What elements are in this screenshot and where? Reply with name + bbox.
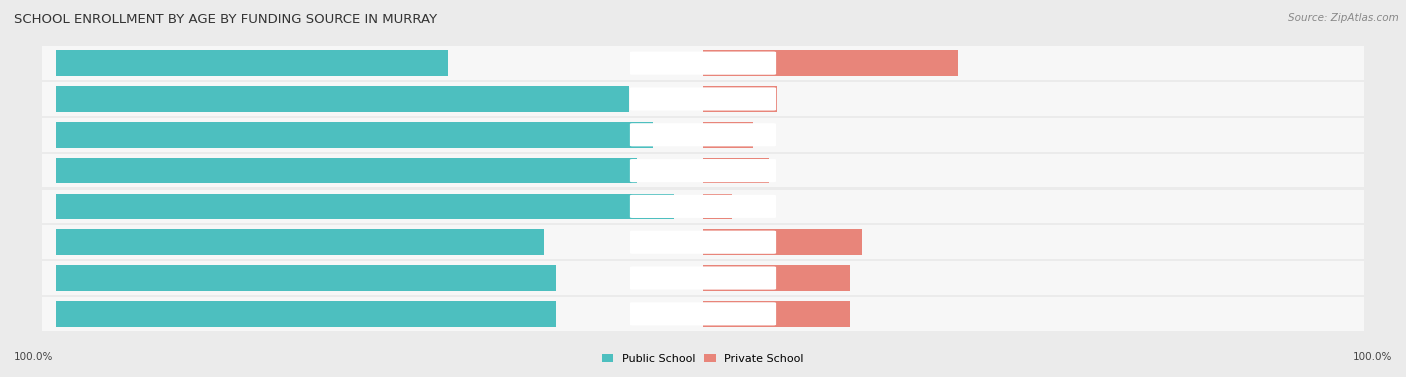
Text: 95.5%: 95.5% <box>254 201 291 211</box>
Text: 7.7%: 7.7% <box>763 130 793 140</box>
Text: SCHOOL ENROLLMENT BY AGE BY FUNDING SOURCE IN MURRAY: SCHOOL ENROLLMENT BY AGE BY FUNDING SOUR… <box>14 13 437 26</box>
Text: 92.3%: 92.3% <box>247 130 283 140</box>
Text: 10.2%: 10.2% <box>780 166 817 176</box>
Text: 25 to 34 Year Olds: 25 to 34 Year Olds <box>658 273 748 283</box>
Text: 88.5%: 88.5% <box>239 94 274 104</box>
Text: 24.6%: 24.6% <box>873 237 910 247</box>
Text: 100.0%: 100.0% <box>1353 352 1392 362</box>
Text: 77.3%: 77.3% <box>212 309 249 319</box>
Text: 39.4%: 39.4% <box>969 58 1005 68</box>
Text: 22.7%: 22.7% <box>860 273 897 283</box>
Text: 77.3%: 77.3% <box>212 273 249 283</box>
Text: 75.4%: 75.4% <box>208 237 245 247</box>
Text: 11.5%: 11.5% <box>789 94 825 104</box>
Text: 89.8%: 89.8% <box>242 166 277 176</box>
Text: 5 to 9 Year Old: 5 to 9 Year Old <box>666 94 740 104</box>
Text: 60.6%: 60.6% <box>176 58 211 68</box>
Text: 15 to 17 Year Olds: 15 to 17 Year Olds <box>658 166 748 176</box>
Text: Source: ZipAtlas.com: Source: ZipAtlas.com <box>1288 13 1399 23</box>
Text: 10 to 14 Year Olds: 10 to 14 Year Olds <box>658 130 748 140</box>
Text: 100.0%: 100.0% <box>14 352 53 362</box>
Text: 18 to 19 Year Olds: 18 to 19 Year Olds <box>658 201 748 211</box>
Text: 22.7%: 22.7% <box>860 309 897 319</box>
Legend: Public School, Private School: Public School, Private School <box>602 354 804 364</box>
Text: 35 Years and over: 35 Years and over <box>658 309 748 319</box>
Text: 3 to 4 Year Olds: 3 to 4 Year Olds <box>664 58 742 68</box>
Text: 4.5%: 4.5% <box>744 201 772 211</box>
Text: 20 to 24 Year Olds: 20 to 24 Year Olds <box>658 237 748 247</box>
